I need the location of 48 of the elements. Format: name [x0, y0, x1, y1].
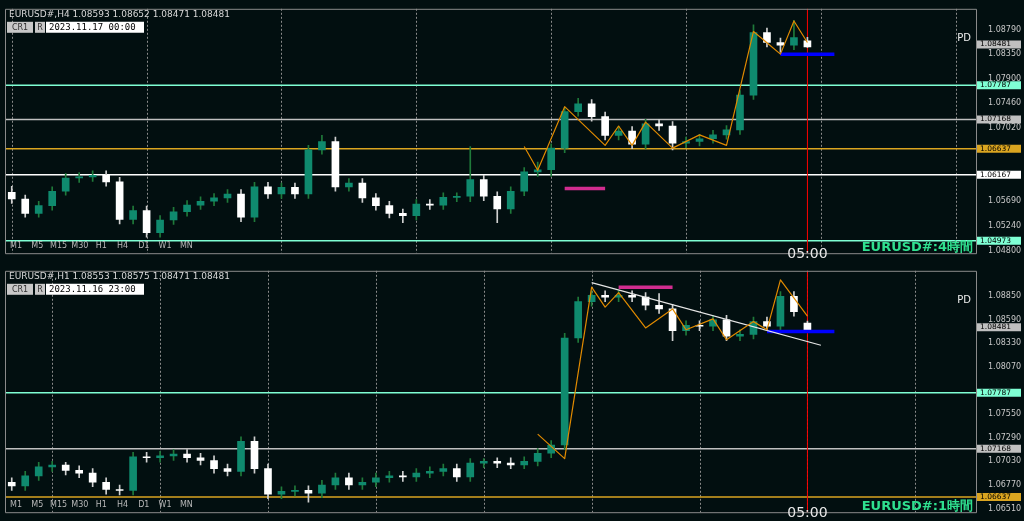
annotation: M15: [50, 241, 68, 251]
y-tick-label: 1.05240: [988, 221, 1022, 231]
annotation: EURUSD#:1時間: [861, 497, 973, 513]
y-tick-label: 1.07020: [988, 122, 1022, 132]
annotation: CR1: [11, 22, 29, 32]
annotation: PD: [957, 294, 972, 306]
y-tick-label: 1.07460: [988, 98, 1022, 108]
annotation: H1: [95, 241, 107, 251]
y-tick-label: 1.08330: [988, 338, 1022, 348]
y-tick-label: 1.04800: [988, 245, 1022, 255]
annotation: M5: [31, 500, 44, 510]
y-tick-label: 1.06770: [988, 480, 1022, 490]
annotation: D1: [138, 241, 150, 251]
annotation: R: [37, 284, 44, 294]
annotation: M1: [10, 241, 22, 251]
chart-title: EURUSD#,H1 1.08553 1.08575 1.08471 1.08481: [9, 271, 230, 282]
annotation: 2023.11.16 23:00: [49, 284, 136, 295]
annotation: 2023.11.17 00:00: [49, 22, 136, 33]
annotation: W1: [158, 500, 172, 510]
annotation: M15: [50, 500, 68, 510]
y-tick-label: 1.05690: [988, 196, 1022, 206]
y-tick-label: 1.07290: [988, 432, 1022, 442]
annotation: D1: [138, 500, 150, 510]
annotation: M1: [10, 500, 22, 510]
annotation: PD: [957, 32, 972, 44]
y-tick-label: 1.08590: [988, 314, 1022, 324]
y-tick-label: 1.08850: [988, 291, 1022, 301]
annotation: M5: [31, 241, 44, 251]
annotation: M30: [71, 241, 89, 251]
annotation: H1: [95, 500, 107, 510]
y-tick-label: 1.07550: [988, 409, 1022, 419]
y-tick-label: 1.08070: [988, 362, 1022, 372]
y-tick-label: 1.07030: [988, 456, 1022, 466]
annotation: M30: [71, 500, 89, 510]
y-tick-label: 1.06510: [988, 503, 1022, 513]
annotation: W1: [158, 241, 172, 251]
annotation: CR1: [11, 284, 29, 294]
y-tick-label: 1.08790: [988, 24, 1022, 34]
annotation: R: [37, 22, 44, 32]
x-tick-label: 05:00: [787, 244, 828, 261]
y-tick-label: 1.08350: [988, 49, 1022, 59]
annotation: H4: [116, 241, 129, 251]
x-tick-label: 05:00: [787, 503, 828, 520]
chart-title: EURUSD#,H4 1.08593 1.08652 1.08471 1.08481: [9, 9, 230, 20]
annotation: H4: [116, 500, 129, 510]
annotation: MN: [179, 241, 193, 251]
annotation: MN: [179, 500, 193, 510]
annotation: EURUSD#:4時間: [861, 238, 973, 254]
